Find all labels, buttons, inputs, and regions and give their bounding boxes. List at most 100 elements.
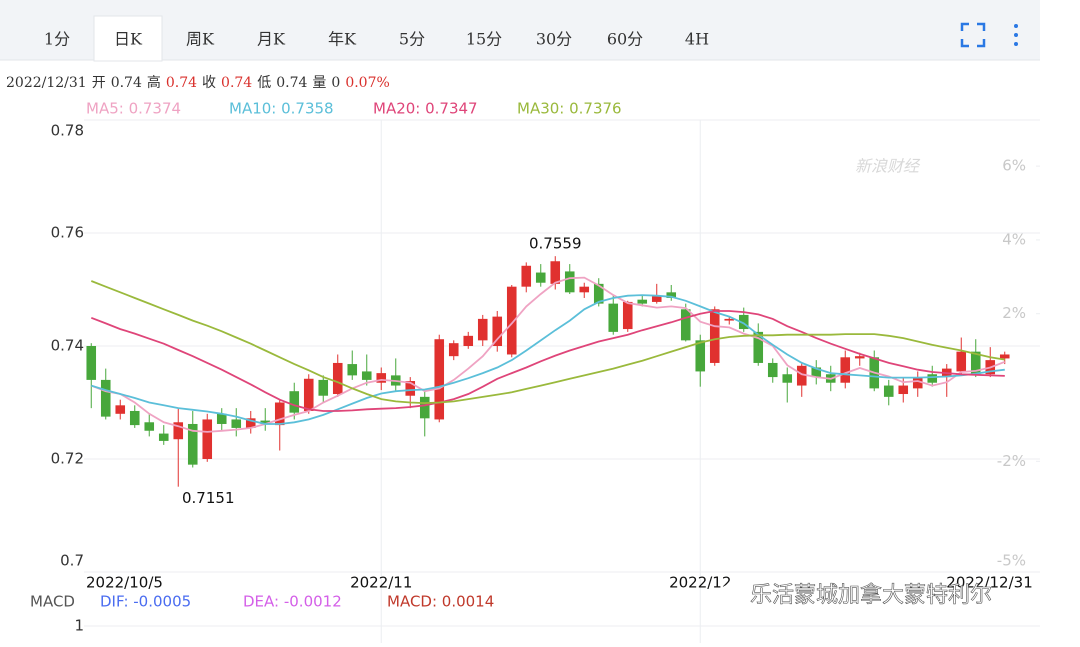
macd-tick-label: 1: [74, 617, 84, 635]
candle-body: [477, 318, 488, 341]
watermark: 乐活蒙城加拿大蒙特利尔: [750, 582, 992, 608]
candle-body: [709, 309, 720, 363]
candle-body: [419, 396, 430, 419]
candle-body: [999, 354, 1010, 359]
candle-body: [738, 314, 749, 330]
y2-tick-label: -2%: [997, 452, 1026, 470]
candle-body: [579, 286, 590, 293]
macd-label: DIF: -0.0005: [100, 593, 191, 611]
candle-body: [811, 367, 822, 378]
tab[interactable]: 周K: [186, 30, 215, 49]
candle-body: [173, 422, 184, 440]
candle-body: [796, 365, 807, 386]
candle-body: [100, 379, 111, 417]
y-tick-label: 0.7: [60, 552, 84, 570]
info-item: 2022/12/31: [6, 75, 87, 91]
candle-body: [361, 371, 372, 380]
candle-body: [318, 379, 329, 396]
legend-entry: MA20: 0.7347: [373, 100, 478, 118]
candle-body: [637, 299, 648, 304]
tab[interactable]: 日K: [114, 30, 143, 49]
candle-body: [187, 423, 198, 465]
tab[interactable]: 30分: [536, 30, 572, 49]
legend-entry: MA30: 0.7376: [517, 100, 622, 118]
x-tick-label: 2022/11: [350, 574, 412, 592]
info-item: 0.74: [276, 75, 307, 91]
candle-body: [970, 351, 981, 375]
info-item: 0.74: [111, 75, 142, 91]
info-item: 0.74: [166, 75, 197, 91]
candle-body: [956, 351, 967, 372]
candle-body: [550, 261, 561, 284]
candle-body: [448, 343, 459, 357]
info-item: 0: [331, 75, 340, 91]
macd-label: MACD: [30, 593, 75, 611]
tab[interactable]: 月K: [257, 30, 286, 49]
watermark-icon: [718, 584, 742, 608]
info-item: 量: [312, 75, 326, 91]
candle-body: [86, 346, 97, 380]
y2-tick-label: 4%: [1002, 230, 1026, 248]
info-item: 高: [147, 74, 161, 91]
y2-tick-label: 6%: [1002, 157, 1026, 175]
info-line: 2022/12/31 开 0.74 高 0.74 收 0.74 低 0.74 量 0 0.07%: [6, 74, 390, 91]
info-item: 开: [92, 75, 106, 91]
y-tick-label: 0.74: [51, 337, 84, 355]
tab[interactable]: 年K: [328, 30, 357, 49]
candle-body: [129, 410, 140, 426]
tab[interactable]: 15分: [466, 30, 502, 49]
candle-body: [216, 413, 227, 424]
tab[interactable]: 5分: [399, 30, 425, 49]
candle-body: [680, 309, 691, 341]
more-icon[interactable]: [1014, 24, 1018, 46]
x-tick-label: 2022/12: [669, 574, 731, 592]
candle-body: [767, 362, 778, 378]
macd-label: MACD: 0.0014: [387, 593, 494, 611]
y2-tick-label: -5%: [997, 552, 1026, 570]
info-item: 收: [202, 75, 216, 91]
tab-selected: [93, 15, 163, 62]
fullscreen-icon[interactable]: [960, 22, 986, 48]
legend-entry: MA10: 0.7358: [229, 100, 334, 118]
candle-body: [202, 419, 213, 459]
candle-body: [405, 381, 416, 396]
annotation: 0.7559: [529, 235, 582, 253]
candle-body: [854, 356, 865, 359]
candle-body: [622, 301, 633, 330]
candle-body: [463, 335, 474, 346]
candle-body: [521, 265, 532, 287]
ma-line: [90, 310, 1005, 412]
y-tick-label: 0.76: [51, 224, 84, 242]
tab[interactable]: 4H: [685, 30, 709, 49]
ma-line: [91, 294, 1005, 425]
candle-body: [651, 296, 662, 302]
x-tick-label: 2022/12/31: [946, 574, 1032, 592]
tab[interactable]: 60分: [607, 30, 643, 49]
y-tick-label: 0.78: [51, 122, 84, 140]
candle-body: [158, 433, 169, 441]
ma-line: [90, 276, 1006, 433]
candle-body: [231, 419, 242, 428]
candle-body: [695, 340, 706, 372]
tab[interactable]: 1分: [44, 30, 70, 49]
candle-body: [724, 318, 735, 321]
candle-body: [782, 374, 793, 383]
candle-body: [115, 405, 126, 414]
candle-body: [492, 316, 503, 346]
x-tick-label: 2022/10/5: [86, 574, 163, 592]
candle-body: [753, 331, 764, 363]
candle-body: [260, 420, 271, 424]
candle-body: [666, 292, 677, 298]
ma-line: [90, 280, 1005, 405]
candle-body: [883, 385, 894, 397]
macd-label: DEA: -0.0012: [243, 593, 342, 611]
candle-body: [303, 378, 314, 411]
legend-entry: MA5: 0.7374: [86, 100, 181, 118]
candle-body: [289, 391, 300, 413]
candle-body: [608, 303, 619, 332]
y-tick-label: 0.72: [51, 450, 84, 468]
candle-body: [434, 339, 445, 420]
candle-body: [347, 364, 358, 376]
candle-body: [535, 272, 546, 283]
